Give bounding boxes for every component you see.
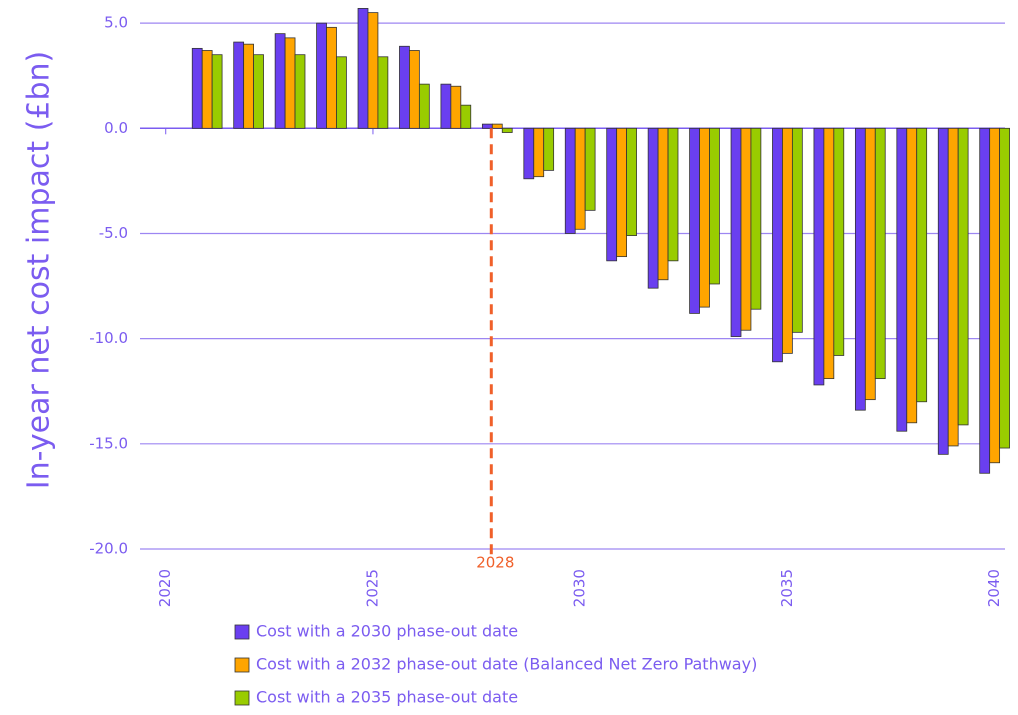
bar: [440, 83, 452, 129]
bar: [667, 127, 679, 262]
legend-label: Cost with a 2032 phase-out date (Balance…: [256, 655, 757, 674]
bar: [584, 127, 596, 211]
bar: [864, 127, 876, 401]
bar: [626, 127, 637, 236]
bar: [191, 47, 203, 129]
y-axis-label: In-year net cost impact (£bn): [22, 51, 57, 490]
x-tick-label: 2020: [156, 569, 174, 607]
legend-label: Cost with a 2030 phase-out date: [256, 622, 518, 641]
bar: [460, 104, 472, 129]
bar: [501, 127, 513, 133]
bar: [377, 56, 389, 129]
bar: [316, 22, 327, 129]
y-tick-label: -20.0: [89, 540, 128, 558]
bar: [523, 127, 535, 180]
bar: [772, 127, 783, 363]
bar: [989, 127, 1001, 464]
x-tick-label: 2025: [363, 569, 381, 607]
bar: [606, 127, 618, 262]
y-tick-label: 0.0: [104, 119, 128, 137]
bar: [294, 54, 306, 129]
bar: [957, 127, 969, 426]
bar: [999, 127, 1010, 449]
bar: [782, 127, 793, 354]
bar: [543, 127, 555, 171]
y-tick-label: -5.0: [99, 224, 128, 242]
y-tick-label: -15.0: [89, 434, 128, 452]
bar: [564, 127, 576, 234]
y-tick-label: -10.0: [89, 329, 128, 347]
bar: [211, 54, 223, 129]
bar: [916, 127, 928, 403]
bar: [253, 54, 264, 129]
x-tick-label: 2035: [778, 569, 796, 607]
bar: [481, 123, 493, 129]
bar: [791, 127, 803, 333]
bar: [947, 127, 959, 447]
legend-swatch: [234, 624, 250, 640]
bar: [833, 127, 845, 356]
bar: [823, 127, 835, 380]
bar: [491, 123, 503, 129]
bar: [616, 127, 628, 258]
bar: [730, 127, 742, 337]
bar: [367, 12, 379, 129]
bar: [689, 127, 700, 314]
legend-swatch: [234, 690, 250, 706]
bar: [937, 127, 949, 455]
bar: [274, 33, 286, 129]
annotation-label: 2028: [476, 554, 514, 572]
bar: [657, 127, 669, 281]
legend-swatch: [234, 657, 250, 673]
x-tick-label: 2030: [571, 569, 589, 607]
bar: [874, 127, 886, 380]
bar: [450, 85, 462, 129]
bar: [284, 37, 296, 129]
bar: [574, 127, 586, 230]
bar: [357, 8, 369, 129]
bar: [243, 43, 254, 129]
bar: [647, 127, 659, 289]
bar: [699, 127, 710, 308]
bar: [418, 83, 430, 129]
bar: [813, 127, 825, 386]
bar: [906, 127, 918, 424]
y-tick-label: 5.0: [104, 14, 128, 32]
bar: [336, 56, 347, 129]
bar: [979, 127, 991, 474]
bar: [326, 26, 337, 129]
legend-label: Cost with a 2035 phase-out date: [256, 688, 518, 707]
bar: [399, 45, 410, 129]
bar: [201, 50, 213, 129]
bar: [740, 127, 752, 331]
bar: [896, 127, 908, 432]
bar: [709, 127, 720, 285]
bar: [750, 127, 762, 310]
bar: [233, 41, 245, 129]
bar: [533, 127, 545, 178]
x-tick-label: 2040: [985, 569, 1003, 607]
bar: [409, 50, 420, 129]
bar: [854, 127, 866, 411]
